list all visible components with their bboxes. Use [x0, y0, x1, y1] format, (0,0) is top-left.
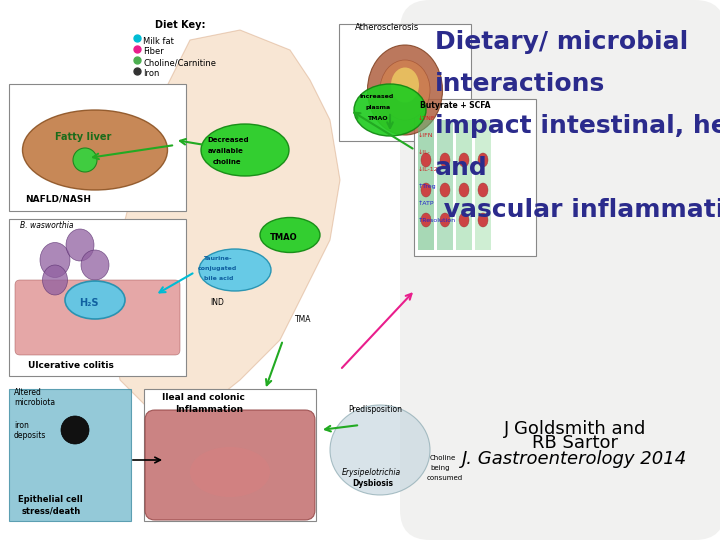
Ellipse shape	[65, 281, 125, 319]
Text: Choline: Choline	[430, 455, 456, 461]
Text: Fatty liver: Fatty liver	[55, 132, 112, 142]
Text: and: and	[435, 156, 487, 180]
Text: IND: IND	[210, 298, 224, 307]
Ellipse shape	[478, 153, 488, 167]
Ellipse shape	[459, 153, 469, 167]
Text: plasma: plasma	[366, 105, 391, 110]
FancyBboxPatch shape	[145, 410, 315, 520]
FancyBboxPatch shape	[456, 120, 472, 250]
Text: Erysipelotrichia: Erysipelotrichia	[342, 468, 401, 477]
Text: Ulcerative colitis: Ulcerative colitis	[28, 361, 114, 370]
Ellipse shape	[330, 405, 430, 495]
FancyBboxPatch shape	[339, 24, 471, 141]
Text: Choline/Carnitine: Choline/Carnitine	[143, 58, 216, 68]
Ellipse shape	[354, 84, 426, 136]
Text: J Goldsmith and: J Goldsmith and	[504, 420, 646, 438]
Ellipse shape	[440, 213, 450, 227]
FancyBboxPatch shape	[15, 280, 180, 355]
Ellipse shape	[367, 45, 443, 135]
Ellipse shape	[40, 242, 70, 278]
Ellipse shape	[199, 249, 271, 291]
Ellipse shape	[478, 213, 488, 227]
Text: Fiber: Fiber	[143, 48, 163, 57]
Text: Predisposition: Predisposition	[348, 405, 402, 414]
Text: H₂S: H₂S	[79, 298, 99, 308]
FancyBboxPatch shape	[9, 219, 186, 376]
Text: ↑Treg: ↑Treg	[418, 184, 436, 189]
Text: iron: iron	[14, 421, 29, 430]
Text: Dysbiosis: Dysbiosis	[352, 479, 393, 488]
Ellipse shape	[421, 153, 431, 167]
FancyBboxPatch shape	[9, 389, 131, 521]
Circle shape	[61, 416, 89, 444]
Text: stress/death: stress/death	[22, 507, 81, 516]
Text: Milk fat: Milk fat	[143, 37, 174, 45]
Text: Ileal and colonic: Ileal and colonic	[162, 393, 245, 402]
Text: Decreased: Decreased	[207, 137, 248, 143]
Text: ↓TNF: ↓TNF	[418, 116, 436, 121]
FancyBboxPatch shape	[9, 84, 186, 211]
Ellipse shape	[190, 447, 270, 497]
Text: increased: increased	[360, 94, 395, 99]
Ellipse shape	[459, 183, 469, 197]
FancyBboxPatch shape	[414, 99, 536, 256]
Text: Epithelial cell: Epithelial cell	[18, 495, 83, 504]
Text: bile acid: bile acid	[204, 276, 233, 281]
Ellipse shape	[42, 265, 68, 295]
Ellipse shape	[391, 68, 419, 103]
Text: choline: choline	[213, 159, 242, 165]
Ellipse shape	[440, 183, 450, 197]
Ellipse shape	[201, 124, 289, 176]
FancyBboxPatch shape	[400, 0, 720, 540]
Text: Altered: Altered	[14, 388, 42, 397]
Ellipse shape	[81, 250, 109, 280]
Text: Atherosclerosis: Atherosclerosis	[355, 23, 419, 32]
Text: vascular inflammation: vascular inflammation	[435, 198, 720, 222]
Ellipse shape	[421, 213, 431, 227]
Text: Diet Key:: Diet Key:	[155, 20, 205, 30]
Text: deposits: deposits	[14, 431, 46, 440]
Text: ↓IL-12: ↓IL-12	[418, 167, 438, 172]
Text: available: available	[208, 148, 244, 154]
Text: being: being	[430, 465, 449, 471]
FancyBboxPatch shape	[144, 389, 316, 521]
Text: impact intestinal, hepatic: impact intestinal, hepatic	[435, 114, 720, 138]
Text: Taurine-: Taurine-	[203, 256, 232, 261]
Ellipse shape	[22, 110, 168, 190]
Circle shape	[73, 148, 97, 172]
Ellipse shape	[478, 183, 488, 197]
Text: J. Gastroenterology 2014: J. Gastroenterology 2014	[462, 450, 688, 468]
Text: ↓IL-: ↓IL-	[418, 150, 431, 155]
Text: consumed: consumed	[427, 475, 463, 481]
Text: interactions: interactions	[435, 72, 606, 96]
Text: ↑Resolution: ↑Resolution	[418, 218, 456, 223]
Text: microbiota: microbiota	[14, 398, 55, 407]
FancyBboxPatch shape	[437, 120, 453, 250]
Ellipse shape	[421, 183, 431, 197]
Text: Butyrate + SCFA: Butyrate + SCFA	[420, 101, 490, 110]
Ellipse shape	[459, 213, 469, 227]
Text: ↓IFN: ↓IFN	[418, 133, 433, 138]
Text: TMA: TMA	[295, 315, 312, 324]
Text: Dietary/ microbial: Dietary/ microbial	[435, 30, 688, 54]
Ellipse shape	[440, 153, 450, 167]
Ellipse shape	[260, 218, 320, 253]
Ellipse shape	[66, 229, 94, 261]
Text: conjugated: conjugated	[198, 266, 238, 271]
Text: TMAO: TMAO	[367, 116, 387, 121]
Text: TMAO: TMAO	[270, 233, 297, 242]
Text: B. wasworthia: B. wasworthia	[20, 221, 73, 230]
Text: Inflammation: Inflammation	[175, 405, 243, 414]
Polygon shape	[110, 30, 340, 420]
Text: Iron: Iron	[143, 70, 159, 78]
Text: NAFLD/NASH: NAFLD/NASH	[25, 195, 91, 204]
FancyBboxPatch shape	[475, 120, 491, 250]
Ellipse shape	[380, 60, 430, 120]
FancyBboxPatch shape	[418, 120, 434, 250]
Text: RB Sartor: RB Sartor	[532, 434, 618, 452]
Text: ↑ATP: ↑ATP	[418, 201, 434, 206]
